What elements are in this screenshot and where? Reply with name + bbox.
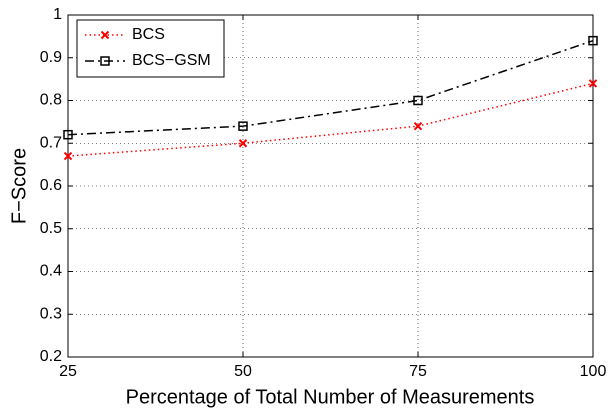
y-tick-label: 0.7 xyxy=(40,134,62,151)
legend-label: BCS−GSM xyxy=(132,52,211,69)
y-tick-label: 0.5 xyxy=(40,220,62,237)
y-tick-label: 0.6 xyxy=(40,177,62,194)
legend-label: BCS xyxy=(132,26,165,43)
data-point xyxy=(413,95,423,106)
y-tick-label: 0.8 xyxy=(40,92,62,109)
legend-marker xyxy=(100,56,110,66)
data-point xyxy=(238,139,248,148)
data-point xyxy=(63,129,73,140)
legend-box xyxy=(76,19,225,78)
y-tick-label: 0.3 xyxy=(40,305,62,322)
y-axis-label: F−Score xyxy=(8,148,30,224)
data-point xyxy=(588,35,598,46)
series-line xyxy=(67,82,594,157)
plot-frame xyxy=(67,14,594,358)
y-tick-label: 0.2 xyxy=(40,348,62,365)
y-tick-label: 0.4 xyxy=(40,263,62,280)
series-line xyxy=(67,39,594,136)
data-point xyxy=(413,121,423,131)
data-point xyxy=(588,79,598,88)
x-tick-label: 25 xyxy=(59,363,77,380)
data-point xyxy=(63,151,73,161)
y-tick-label: 1 xyxy=(53,6,62,23)
x-tick-label: 100 xyxy=(580,363,607,380)
legend-marker xyxy=(100,30,110,40)
data-point xyxy=(238,121,248,131)
x-tick-label: 75 xyxy=(409,363,427,380)
x-tick-label: 50 xyxy=(234,363,252,380)
x-axis-label: Percentage of Total Number of Measuremen… xyxy=(126,386,535,408)
y-tick-label: 0.9 xyxy=(40,49,62,66)
